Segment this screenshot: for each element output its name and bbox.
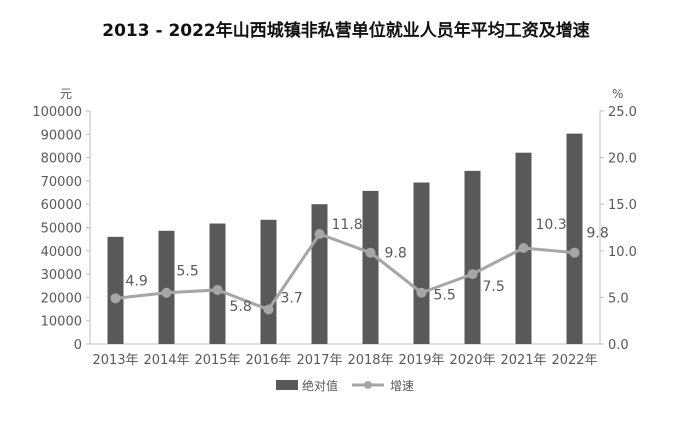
y2-tick-label: 15.0 bbox=[608, 198, 637, 213]
data-label: 5.8 bbox=[230, 299, 252, 315]
data-label: 4.9 bbox=[126, 273, 148, 289]
bar bbox=[209, 223, 226, 344]
growth-point bbox=[161, 287, 172, 298]
bar bbox=[158, 230, 175, 344]
y-tick-label: 100000 bbox=[32, 105, 82, 120]
growth-line bbox=[115, 232, 575, 312]
y-tick-label: 90000 bbox=[41, 128, 82, 143]
y-tick-label: 0 bbox=[74, 338, 82, 353]
growth-point bbox=[467, 269, 478, 280]
y2-tick-label: 5.0 bbox=[608, 291, 629, 306]
chart-title: 2013 - 2022年山西城镇非私营单位就业人员年平均工资及增速 bbox=[102, 20, 590, 41]
y-tick-label: 40000 bbox=[41, 245, 82, 260]
bar bbox=[464, 170, 481, 344]
y2-tick-label: 25.0 bbox=[608, 105, 637, 120]
x-tick-label: 2016年 bbox=[245, 353, 291, 368]
data-label: 11.8 bbox=[332, 217, 363, 233]
growth-point bbox=[518, 243, 529, 254]
data-label: 5.5 bbox=[177, 264, 199, 280]
bar bbox=[311, 204, 328, 344]
x-tick-label: 2021年 bbox=[500, 353, 546, 368]
y-axis-label: 元 bbox=[60, 87, 72, 101]
bar bbox=[107, 236, 124, 344]
growth-point bbox=[314, 229, 325, 240]
y-tick-label: 30000 bbox=[41, 268, 82, 283]
x-tick-label: 2020年 bbox=[449, 353, 495, 368]
legend-line-marker bbox=[364, 381, 372, 389]
growth-point bbox=[212, 284, 223, 295]
y-tick-label: 20000 bbox=[41, 291, 82, 306]
x-tick-label: 2018年 bbox=[347, 353, 393, 368]
x-tick-label: 2019年 bbox=[398, 353, 444, 368]
growth-point bbox=[263, 304, 274, 315]
x-tick-label: 2013年 bbox=[92, 353, 138, 368]
legend-bar-swatch bbox=[276, 380, 298, 390]
growth-point bbox=[416, 287, 427, 298]
legend-line-label: 增速 bbox=[390, 379, 414, 393]
x-tick-label: 2022年 bbox=[551, 353, 597, 368]
bar bbox=[566, 133, 583, 344]
y-tick-label: 80000 bbox=[41, 152, 82, 167]
y2-tick-label: 0.0 bbox=[608, 338, 629, 353]
bar bbox=[260, 219, 277, 344]
y-tick-label: 10000 bbox=[41, 315, 82, 330]
y-tick-label: 70000 bbox=[41, 175, 82, 190]
y-tick-label: 60000 bbox=[41, 198, 82, 213]
data-label: 10.3 bbox=[536, 217, 567, 233]
y2-tick-label: 10.0 bbox=[608, 245, 637, 260]
y2-axis-label: % bbox=[612, 87, 623, 101]
x-tick-label: 2014年 bbox=[143, 353, 189, 368]
data-label: 9.8 bbox=[587, 226, 609, 242]
data-label: 9.8 bbox=[385, 246, 407, 262]
x-tick-label: 2017年 bbox=[296, 353, 342, 368]
growth-point bbox=[569, 247, 580, 258]
bar bbox=[413, 182, 430, 344]
y2-tick-label: 20.0 bbox=[608, 152, 637, 167]
data-label: 5.5 bbox=[434, 288, 456, 304]
growth-point bbox=[365, 247, 376, 258]
y-tick-label: 50000 bbox=[41, 222, 82, 237]
data-label: 7.5 bbox=[483, 279, 505, 295]
x-tick-label: 2015年 bbox=[194, 353, 240, 368]
growth-point bbox=[110, 293, 121, 304]
bar bbox=[362, 190, 379, 344]
data-label: 3.7 bbox=[281, 291, 303, 307]
legend-bar-label: 绝对值 bbox=[302, 378, 338, 393]
